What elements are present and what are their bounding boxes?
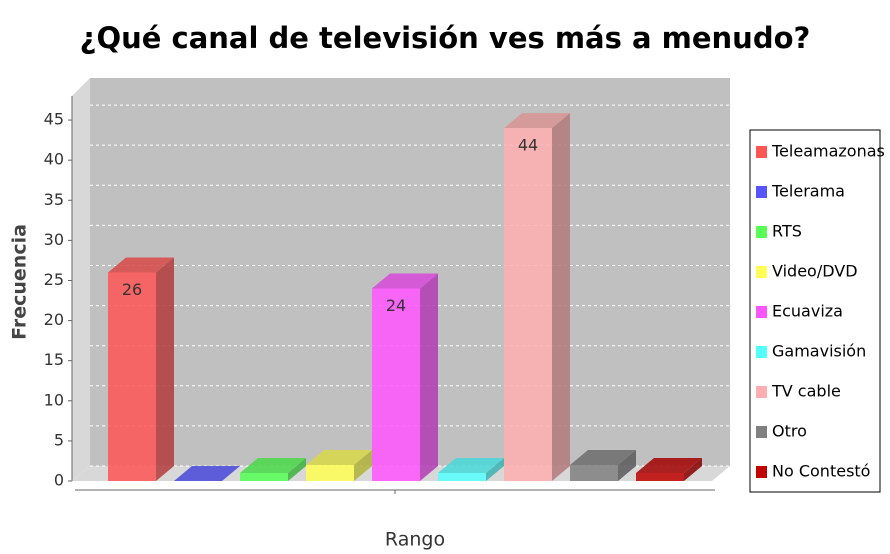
legend-label: Otro (772, 422, 807, 441)
bar (570, 464, 618, 481)
bar (504, 128, 552, 482)
bar-top (174, 466, 240, 481)
bar (108, 272, 156, 481)
legend-swatch (756, 346, 767, 358)
bar-side (552, 113, 570, 481)
legend-swatch (756, 386, 767, 398)
y-axis-label: Frecuencia (9, 224, 31, 340)
legend-label: Video/DVD (772, 262, 858, 281)
bar (636, 472, 684, 481)
data-label: 26 (122, 280, 142, 299)
bar-top (108, 257, 174, 273)
legend-swatch (756, 426, 767, 438)
y-tick-label: 40 (44, 150, 64, 169)
bar-top (570, 449, 636, 465)
legend-label: Telerama (771, 182, 845, 201)
legend-label: Ecuaviza (772, 302, 843, 321)
y-tick-label: 15 (44, 350, 64, 369)
bar-top (504, 113, 570, 129)
bar-side (618, 449, 636, 481)
bar (306, 464, 354, 481)
y-tick-label: 20 (44, 310, 64, 329)
side-wall (72, 78, 90, 481)
legend-swatch (756, 226, 767, 238)
x-axis-label: Rango (385, 529, 445, 551)
bar-top (240, 457, 306, 473)
y-tick-label: 35 (44, 190, 64, 209)
legend-label: Teleamazonas (771, 142, 885, 161)
legend-label: TV cable (771, 382, 841, 401)
y-tick-label: 45 (44, 110, 64, 129)
legend-swatch (756, 306, 767, 318)
chart-title: ¿Qué canal de televisión ves más a menud… (80, 21, 811, 55)
bar-top (438, 457, 504, 473)
y-tick-label: 25 (44, 270, 64, 289)
bar-side (354, 449, 372, 481)
bar-top (306, 449, 372, 465)
y-tick-label: 5 (54, 430, 64, 449)
legend-swatch (756, 146, 767, 158)
bar-side (486, 457, 504, 481)
bar-top (372, 273, 438, 289)
legend-label: Gamavisión (772, 342, 866, 361)
y-tick-label: 30 (44, 230, 64, 249)
legend-box (749, 129, 881, 493)
y-tick-label: 10 (44, 390, 64, 409)
bar-side (156, 257, 174, 481)
bar-side (420, 273, 438, 481)
data-label: 24 (386, 296, 406, 315)
legend-swatch (756, 266, 767, 278)
legend-swatch (756, 466, 767, 478)
legend-label: RTS (772, 222, 802, 241)
y-tick-label: 0 (54, 471, 64, 490)
bar-side (288, 457, 306, 481)
bar-side (684, 457, 702, 481)
bar (372, 288, 420, 481)
bar (438, 472, 486, 481)
legend-label: No Contestó (772, 462, 870, 481)
legend-swatch (756, 186, 767, 198)
bar-top (636, 457, 702, 473)
bar (240, 472, 288, 481)
data-label: 44 (518, 136, 538, 155)
